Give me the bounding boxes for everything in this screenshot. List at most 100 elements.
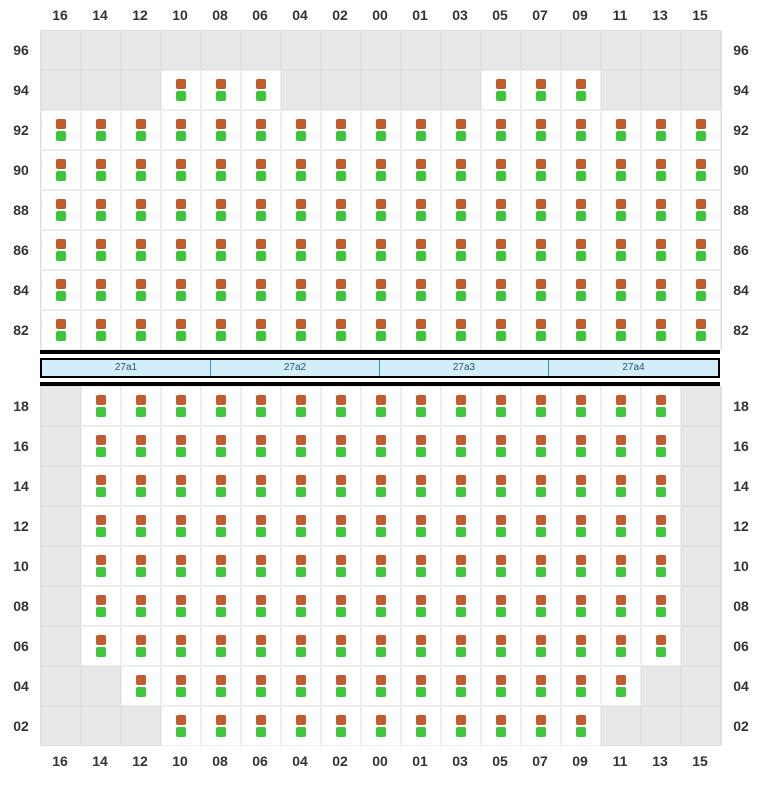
seat[interactable] xyxy=(81,150,121,190)
seat[interactable] xyxy=(561,230,601,270)
seat[interactable] xyxy=(401,426,441,466)
seat[interactable] xyxy=(481,466,521,506)
seat[interactable] xyxy=(601,270,641,310)
seat[interactable] xyxy=(681,190,721,230)
seat[interactable] xyxy=(201,310,241,350)
seat[interactable] xyxy=(401,466,441,506)
seat[interactable] xyxy=(401,706,441,746)
seat[interactable] xyxy=(161,70,201,110)
seat[interactable] xyxy=(561,70,601,110)
seat[interactable] xyxy=(401,386,441,426)
seat[interactable] xyxy=(641,190,681,230)
seat[interactable] xyxy=(81,386,121,426)
seat[interactable] xyxy=(481,386,521,426)
seat[interactable] xyxy=(281,110,321,150)
seat[interactable] xyxy=(361,426,401,466)
seat[interactable] xyxy=(281,270,321,310)
seat[interactable] xyxy=(641,426,681,466)
seat[interactable] xyxy=(321,466,361,506)
seat[interactable] xyxy=(521,546,561,586)
seat[interactable] xyxy=(241,110,281,150)
seat[interactable] xyxy=(81,626,121,666)
seat[interactable] xyxy=(161,546,201,586)
seat[interactable] xyxy=(321,666,361,706)
seat[interactable] xyxy=(201,466,241,506)
seat[interactable] xyxy=(161,386,201,426)
seat[interactable] xyxy=(361,586,401,626)
seat[interactable] xyxy=(481,666,521,706)
seat[interactable] xyxy=(601,150,641,190)
seat[interactable] xyxy=(241,386,281,426)
seat[interactable] xyxy=(481,110,521,150)
seat[interactable] xyxy=(201,70,241,110)
seat[interactable] xyxy=(201,506,241,546)
seat[interactable] xyxy=(321,506,361,546)
seat[interactable] xyxy=(641,230,681,270)
seat[interactable] xyxy=(161,110,201,150)
seat[interactable] xyxy=(121,230,161,270)
seat[interactable] xyxy=(241,506,281,546)
seat[interactable] xyxy=(561,586,601,626)
seat[interactable] xyxy=(641,626,681,666)
seat[interactable] xyxy=(481,230,521,270)
seat[interactable] xyxy=(481,310,521,350)
seat[interactable] xyxy=(121,270,161,310)
seat[interactable] xyxy=(201,626,241,666)
seat[interactable] xyxy=(321,230,361,270)
seat[interactable] xyxy=(241,70,281,110)
seat[interactable] xyxy=(161,270,201,310)
seat[interactable] xyxy=(81,230,121,270)
seat[interactable] xyxy=(401,626,441,666)
seat[interactable] xyxy=(281,190,321,230)
seat[interactable] xyxy=(201,546,241,586)
seat[interactable] xyxy=(321,706,361,746)
seat[interactable] xyxy=(561,546,601,586)
seat[interactable] xyxy=(401,586,441,626)
seat[interactable] xyxy=(201,586,241,626)
seat[interactable] xyxy=(321,110,361,150)
seat[interactable] xyxy=(561,310,601,350)
seat[interactable] xyxy=(121,626,161,666)
seat[interactable] xyxy=(601,626,641,666)
seat[interactable] xyxy=(401,190,441,230)
seat[interactable] xyxy=(241,150,281,190)
seat[interactable] xyxy=(281,230,321,270)
seat[interactable] xyxy=(561,666,601,706)
seat[interactable] xyxy=(41,230,81,270)
seat[interactable] xyxy=(481,150,521,190)
seat[interactable] xyxy=(561,426,601,466)
seat[interactable] xyxy=(121,310,161,350)
seat[interactable] xyxy=(561,466,601,506)
seat[interactable] xyxy=(81,310,121,350)
seat[interactable] xyxy=(441,386,481,426)
seat[interactable] xyxy=(161,426,201,466)
seat[interactable] xyxy=(561,190,601,230)
seat[interactable] xyxy=(361,190,401,230)
seat[interactable] xyxy=(161,666,201,706)
seat[interactable] xyxy=(561,506,601,546)
seat[interactable] xyxy=(481,426,521,466)
seat[interactable] xyxy=(161,586,201,626)
seat[interactable] xyxy=(121,110,161,150)
seat[interactable] xyxy=(121,506,161,546)
seat[interactable] xyxy=(321,310,361,350)
seat[interactable] xyxy=(441,110,481,150)
seat[interactable] xyxy=(81,546,121,586)
seat[interactable] xyxy=(641,310,681,350)
seat[interactable] xyxy=(561,626,601,666)
seat[interactable] xyxy=(161,150,201,190)
seat[interactable] xyxy=(401,546,441,586)
seat[interactable] xyxy=(161,466,201,506)
seat[interactable] xyxy=(401,666,441,706)
seat[interactable] xyxy=(401,270,441,310)
seat[interactable] xyxy=(601,190,641,230)
seat[interactable] xyxy=(521,706,561,746)
seat[interactable] xyxy=(601,586,641,626)
seat[interactable] xyxy=(121,666,161,706)
seat[interactable] xyxy=(321,586,361,626)
seat[interactable] xyxy=(441,706,481,746)
seat[interactable] xyxy=(481,546,521,586)
seat[interactable] xyxy=(281,626,321,666)
seat[interactable] xyxy=(601,666,641,706)
seat[interactable] xyxy=(521,426,561,466)
